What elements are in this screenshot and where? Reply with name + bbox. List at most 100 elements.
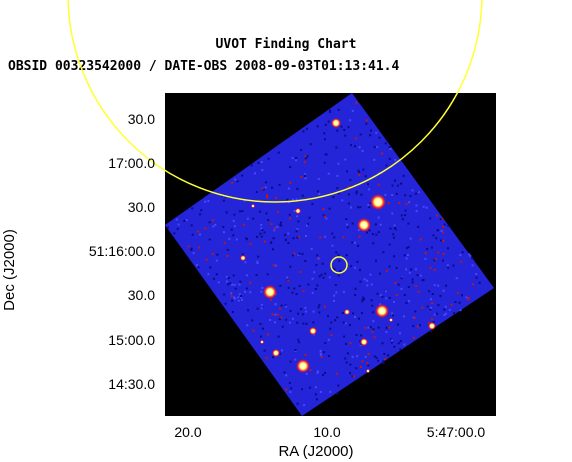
noise-pixel [393,227,396,229]
noise-pixel [441,225,444,228]
noise-pixel [358,317,360,320]
noise-pixel [239,296,242,299]
noise-pixel [447,224,450,227]
noise-pixel [432,321,435,324]
noise-pixel [400,214,403,217]
noise-pixel [362,296,365,299]
noise-pixel [370,299,373,302]
noise-pixel [430,318,433,321]
noise-pixel [413,336,415,339]
noise-pixel [358,174,361,176]
noise-pixel [414,310,417,313]
star [331,118,341,128]
noise-pixel [361,360,364,363]
noise-pixel [352,375,355,378]
noise-pixel [469,254,472,257]
noise-pixel [455,277,458,280]
noise-pixel [395,294,398,296]
noise-pixel [204,200,207,203]
noise-pixel [456,291,459,294]
noise-pixel [346,170,348,173]
noise-pixel [284,238,287,241]
noise-pixel [232,274,235,277]
noise-pixel [403,343,406,346]
noise-pixel [375,233,378,236]
noise-pixel [437,284,440,287]
noise-pixel [371,330,374,333]
noise-pixel [344,158,347,161]
noise-pixel [267,157,270,160]
noise-pixel [274,321,276,324]
noise-pixel [296,187,299,190]
noise-pixel [246,238,249,241]
noise-pixel [325,153,328,156]
noise-pixel [381,342,384,345]
noise-pixel [241,174,244,177]
noise-pixel [274,313,277,316]
noise-pixel [328,207,331,210]
noise-pixel [366,362,369,365]
noise-pixel [385,331,388,333]
noise-pixel [293,252,296,255]
noise-pixel [250,164,253,167]
noise-pixel [391,212,394,215]
noise-pixel [334,319,337,322]
noise-pixel [336,129,339,132]
noise-pixel [304,155,307,158]
noise-pixel [351,355,354,358]
noise-pixel [429,298,432,301]
target-circle [330,256,348,274]
noise-pixel [461,251,464,254]
noise-pixel [419,274,422,277]
y-tick-label: 51:16:00.0 [89,243,155,259]
noise-pixel [316,284,319,287]
noise-pixel [230,228,233,231]
noise-pixel [436,312,438,315]
noise-pixel [288,381,291,384]
noise-pixel [354,137,357,140]
noise-pixel [262,188,265,191]
noise-pixel [289,310,292,312]
noise-pixel [411,278,414,281]
noise-pixel [367,204,370,207]
noise-pixel [360,193,363,196]
noise-pixel [384,193,387,196]
noise-pixel [442,231,445,234]
noise-pixel [397,283,400,286]
noise-pixel [396,323,399,326]
noise-pixel [257,161,260,164]
noise-pixel [288,213,291,216]
noise-pixel [404,209,407,212]
noise-pixel [475,276,478,279]
noise-pixel [404,194,407,197]
noise-pixel [327,172,330,175]
noise-pixel [300,176,303,178]
noise-pixel [409,195,412,197]
noise-pixel [348,324,351,326]
noise-pixel [263,240,266,243]
noise-pixel [303,173,306,176]
noise-pixel [292,198,294,201]
noise-pixel [347,126,350,129]
noise-pixel [274,303,277,306]
noise-pixel [209,266,212,269]
noise-pixel [320,356,323,358]
noise-pixel [285,388,288,391]
noise-pixel [208,221,211,224]
noise-pixel [375,356,378,359]
noise-pixel [225,211,228,214]
noise-pixel [303,161,306,164]
noise-pixel [176,227,179,230]
star [344,309,350,315]
noise-pixel [317,177,320,180]
noise-pixel [358,171,361,173]
noise-pixel [395,192,398,195]
noise-pixel [351,375,354,378]
noise-pixel [416,274,419,277]
noise-pixel [393,224,396,227]
noise-pixel [405,268,408,271]
noise-pixel [289,390,292,393]
noise-pixel [315,264,318,267]
noise-pixel [238,293,241,296]
noise-pixel [304,157,307,160]
